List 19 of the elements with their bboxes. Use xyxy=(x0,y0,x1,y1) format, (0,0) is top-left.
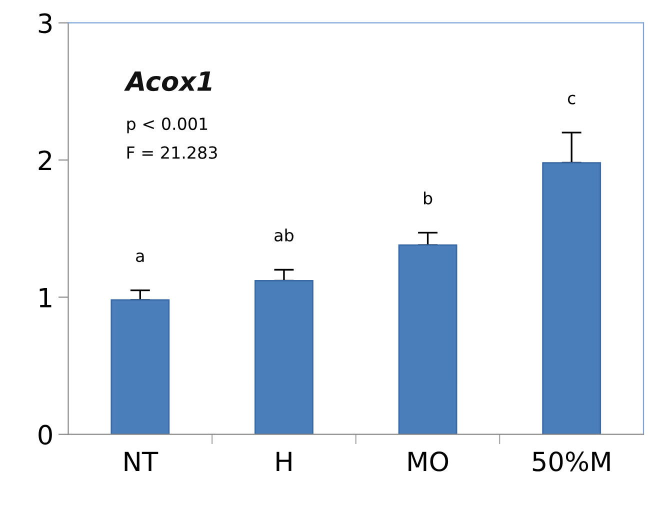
bar xyxy=(110,299,170,434)
x-tick-label: NT xyxy=(124,452,158,472)
text: Acox1 xyxy=(124,72,212,92)
y-tick-label: 2 xyxy=(38,150,52,170)
annotation: F = 21.283 xyxy=(127,146,217,159)
annotation: ab xyxy=(274,228,294,242)
bar xyxy=(542,162,602,434)
bar xyxy=(254,280,314,434)
annotation: a xyxy=(136,252,144,262)
annotation: c xyxy=(568,94,576,104)
x-tick-label: 50%M xyxy=(532,451,610,472)
x-tick-label: MO xyxy=(408,451,448,472)
x-tick-label: H xyxy=(276,452,292,472)
bar xyxy=(398,244,458,434)
annotation: p < 0.001 xyxy=(127,117,208,134)
y-tick-label: 1 xyxy=(40,288,52,308)
annotation: b xyxy=(424,192,432,204)
y-tick-label: 0 xyxy=(38,424,52,445)
y-tick-label: 3 xyxy=(38,13,52,34)
